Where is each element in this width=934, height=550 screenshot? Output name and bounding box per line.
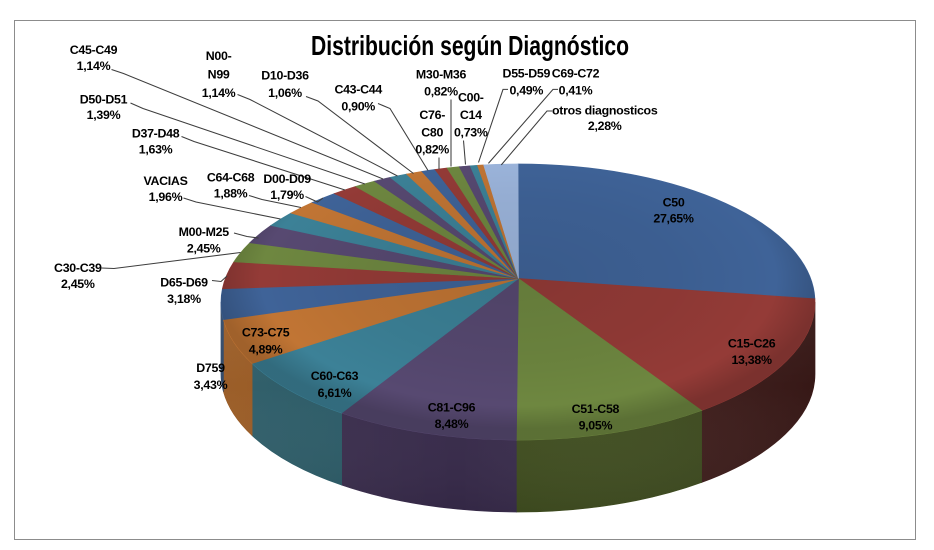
- svg-text:otros diagnosticos: otros diagnosticos: [552, 104, 658, 118]
- svg-text:1,14%: 1,14%: [202, 86, 236, 100]
- svg-text:C15-C26: C15-C26: [728, 337, 776, 351]
- svg-text:4,89%: 4,89%: [249, 342, 283, 356]
- svg-text:C43-C44: C43-C44: [334, 83, 382, 97]
- svg-text:M00-M25: M00-M25: [179, 225, 230, 239]
- svg-text:27,65%: 27,65%: [653, 211, 694, 225]
- svg-text:2,45%: 2,45%: [187, 241, 221, 255]
- svg-text:C81-C96: C81-C96: [428, 401, 476, 415]
- svg-text:0,41%: 0,41%: [559, 84, 593, 98]
- svg-text:C45-C49: C45-C49: [70, 43, 118, 57]
- svg-text:C60-C63: C60-C63: [311, 369, 359, 383]
- svg-text:9,05%: 9,05%: [579, 419, 613, 433]
- svg-text:0,82%: 0,82%: [424, 84, 458, 98]
- svg-text:M30-M36: M30-M36: [416, 68, 467, 82]
- svg-text:0,73%: 0,73%: [454, 126, 488, 140]
- svg-text:C76-: C76-: [419, 108, 445, 122]
- svg-text:C64-C68: C64-C68: [207, 171, 255, 185]
- svg-text:C69-C72: C69-C72: [552, 66, 600, 80]
- svg-text:8,48%: 8,48%: [435, 417, 469, 431]
- svg-text:0,90%: 0,90%: [341, 100, 375, 114]
- svg-text:C00-: C00-: [458, 90, 484, 104]
- svg-text:D759: D759: [196, 361, 225, 375]
- svg-text:6,61%: 6,61%: [318, 386, 352, 400]
- svg-text:D10-D36: D10-D36: [261, 69, 309, 83]
- svg-text:1,96%: 1,96%: [149, 190, 183, 204]
- svg-text:D55-D59: D55-D59: [503, 66, 551, 80]
- svg-text:0,49%: 0,49%: [509, 84, 543, 98]
- svg-text:C80: C80: [421, 126, 443, 140]
- svg-text:13,38%: 13,38%: [731, 353, 772, 367]
- svg-text:Distribución según Diagnóstico: Distribución según Diagnóstico: [311, 30, 629, 61]
- svg-text:D00-D09: D00-D09: [263, 172, 311, 186]
- svg-text:2,28%: 2,28%: [588, 119, 622, 133]
- svg-text:D65-D69: D65-D69: [160, 275, 208, 289]
- svg-text:3,43%: 3,43%: [194, 378, 228, 392]
- svg-text:VACIAS: VACIAS: [143, 174, 187, 188]
- svg-text:1,14%: 1,14%: [77, 59, 111, 73]
- svg-text:3,18%: 3,18%: [167, 292, 201, 306]
- svg-text:N99: N99: [208, 68, 230, 82]
- svg-text:0,82%: 0,82%: [415, 143, 449, 157]
- svg-text:1,39%: 1,39%: [87, 108, 121, 122]
- svg-text:C51-C58: C51-C58: [572, 402, 620, 416]
- svg-text:D50-D51: D50-D51: [80, 93, 128, 107]
- svg-text:D37-D48: D37-D48: [132, 127, 180, 141]
- svg-text:C30-C39: C30-C39: [54, 261, 102, 275]
- svg-text:1,63%: 1,63%: [139, 142, 173, 156]
- svg-text:1,79%: 1,79%: [270, 188, 304, 202]
- svg-text:C14: C14: [460, 108, 482, 122]
- svg-text:1,88%: 1,88%: [214, 187, 248, 201]
- svg-text:2,45%: 2,45%: [61, 277, 95, 291]
- svg-text:1,06%: 1,06%: [268, 86, 302, 100]
- svg-text:C50: C50: [663, 195, 685, 209]
- svg-text:C73-C75: C73-C75: [242, 326, 290, 340]
- svg-text:N00-: N00-: [206, 49, 232, 63]
